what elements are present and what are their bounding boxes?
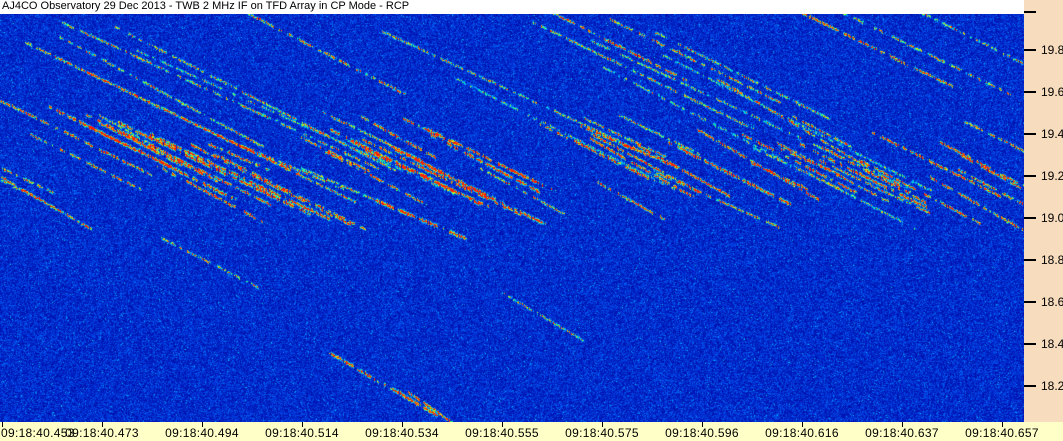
spectrogram-plot	[0, 14, 1024, 422]
time-tick-label: 09:18:40.575	[565, 426, 639, 440]
freq-tick	[1024, 11, 1036, 13]
freq-tick-label: 18.6	[1041, 295, 1063, 309]
freq-tick-label: 18.4	[1041, 337, 1063, 351]
time-tick-label: 09:18:40.637	[865, 426, 939, 440]
time-tick-label: 09:18:40.596	[665, 426, 739, 440]
time-tick-label: 09:18:40.555	[465, 426, 539, 440]
time-tick-label: 09:18:40.494	[165, 426, 239, 440]
time-tick	[602, 422, 603, 427]
freq-tick	[1024, 385, 1036, 387]
time-tick	[702, 422, 703, 427]
freq-tick-label: 18.2	[1041, 379, 1063, 393]
freq-tick-label: 19.6	[1041, 85, 1063, 99]
time-tick-label: 09:18:40.473	[65, 426, 139, 440]
time-tick	[502, 422, 503, 427]
freq-tick-label: 19.4	[1041, 127, 1063, 141]
time-tick-label: 09:18:40.616	[765, 426, 839, 440]
freq-tick	[1024, 49, 1036, 51]
time-tick-label: 09:18:40.534	[365, 426, 439, 440]
time-tick-label: 09:18:40.453	[1, 426, 75, 440]
freq-tick-label: 19.0	[1041, 211, 1063, 225]
freq-tick	[1024, 217, 1036, 219]
time-tick	[802, 422, 803, 427]
time-axis-panel: 09:18:40.453 09:18:40.473 09:18:40.494 09:1…	[0, 422, 1063, 441]
freq-tick	[1024, 259, 1036, 261]
freq-tick	[1024, 133, 1036, 135]
time-tick	[402, 422, 403, 427]
time-tick	[902, 422, 903, 427]
time-tick	[302, 422, 303, 427]
time-tick	[102, 422, 103, 427]
freq-tick	[1024, 91, 1036, 93]
freq-tick	[1024, 175, 1036, 177]
time-tick-label: 09:18:40.514	[265, 426, 339, 440]
time-tick	[202, 422, 203, 427]
freq-tick-label: 18.8	[1041, 253, 1063, 267]
frequency-axis-panel: 19.8 19.6 19.4 19.2 19.0 18.8 18.6 18.4 18.2	[1024, 0, 1063, 422]
time-tick	[1002, 422, 1003, 427]
freq-tick	[1024, 301, 1036, 303]
freq-tick	[1024, 343, 1036, 345]
freq-tick-label: 19.2	[1041, 169, 1063, 183]
time-tick	[2, 422, 3, 427]
spectrogram-title: AJ4CO Observatory 29 Dec 2013 - TWB 2 MH…	[0, 0, 1024, 14]
freq-tick-label: 19.8	[1041, 43, 1063, 57]
time-tick-label: 09:18:40.657	[965, 426, 1039, 440]
